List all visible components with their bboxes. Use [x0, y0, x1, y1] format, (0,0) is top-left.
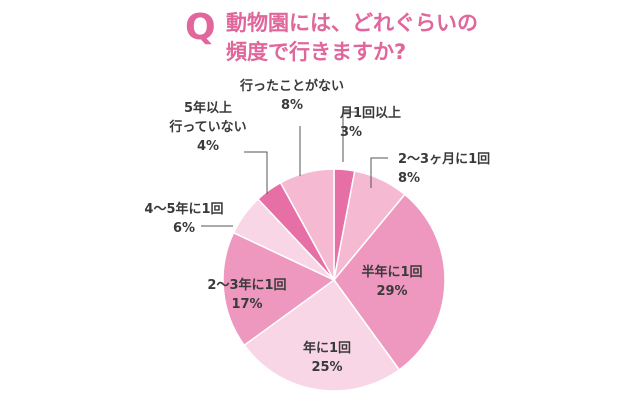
leader-line [342, 111, 358, 162]
slice-value-label: 29% [376, 284, 407, 299]
leader-line [370, 157, 388, 188]
pie-slice [333, 193, 446, 371]
question-mark: Q [185, 7, 216, 48]
slice-category-label: 年に1回 [303, 340, 351, 356]
pie-slice [279, 168, 335, 281]
slice-category-label: 行っていない [168, 119, 246, 135]
slice-value-label: 6% [173, 221, 195, 236]
pie-slice [243, 278, 401, 392]
chart-title: 動物園には、どれぐらいの 頻度で行きますか? [226, 9, 478, 67]
leader-line [244, 151, 268, 194]
slice-value-label: 4% [197, 139, 219, 154]
slice-value-label: 8% [398, 171, 420, 186]
slice-category-label: 5年以上 [184, 100, 232, 116]
slice-value-label: 8% [281, 98, 303, 113]
title-line-2: 頻度で行きますか? [226, 40, 407, 64]
pie-slice [222, 231, 336, 347]
slice-category-label: 2〜3ヶ月に1回 [398, 152, 490, 167]
slice-category-label: 4〜5年に1回 [144, 201, 223, 217]
slice-value-label: 25% [311, 360, 342, 375]
slice-value-label: 17% [231, 297, 262, 312]
title-line-1: 動物園には、どれぐらいの [226, 11, 478, 35]
slice-category-label: 2〜3年に1回 [207, 277, 286, 293]
slice-category-label: 月1回以上 [339, 106, 401, 121]
slice-value-label: 3% [340, 125, 362, 140]
slice-category-label: 行ったことがない [239, 78, 344, 94]
slice-category-label: 半年に1回 [361, 264, 422, 280]
